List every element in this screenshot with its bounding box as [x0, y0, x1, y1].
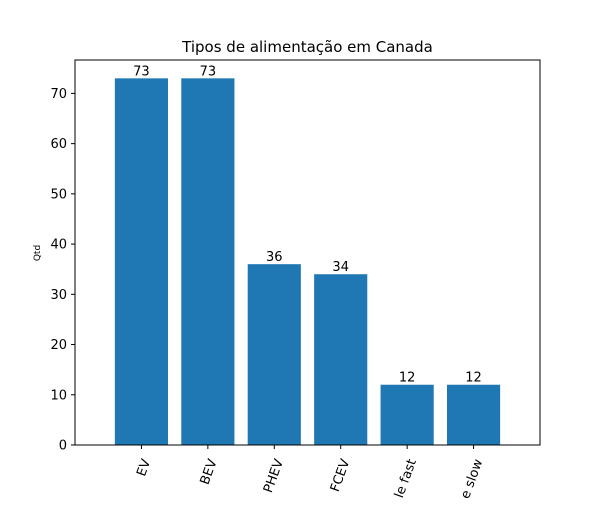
- plot-frame: [74, 59, 541, 446]
- y-tick-label: 10: [50, 388, 67, 403]
- y-tick-label: 0: [59, 439, 67, 454]
- y-tick-label: 40: [50, 238, 67, 253]
- bar-phev: [247, 264, 301, 445]
- bar-ev: [114, 78, 168, 445]
- bar-value-label: 34: [332, 260, 349, 275]
- x-tick-label: BEV: [198, 457, 221, 487]
- bar-le-fast: [380, 384, 434, 445]
- y-tick-label: 50: [50, 187, 67, 202]
- chart-title: Tipos de alimentação em Canada: [181, 38, 433, 56]
- y-axis: 0 10 20 30 40 50 60 70: [50, 87, 75, 454]
- y-tick-label: 60: [50, 137, 67, 152]
- x-tick-label: le fast: [392, 457, 420, 500]
- value-labels-layer: 73 73 36 34 12 12: [133, 64, 482, 385]
- x-tick-label: PHEV: [261, 457, 287, 495]
- bar-fcev: [314, 274, 368, 445]
- bar-e-slow: [447, 384, 501, 445]
- y-tick-label: 20: [50, 338, 67, 353]
- bar-bev: [181, 78, 235, 445]
- bars-layer: [114, 78, 501, 445]
- bar-value-label: 12: [399, 371, 416, 386]
- bar-value-label: 36: [266, 250, 283, 265]
- y-tick-label: 30: [50, 288, 67, 303]
- bar-value-label: 12: [465, 371, 482, 386]
- x-axis: EV BEV PHEV FCEV le fast e slow: [134, 445, 486, 501]
- x-tick-label: EV: [134, 457, 154, 478]
- bar-value-label: 73: [200, 64, 217, 79]
- x-tick-label: e slow: [458, 457, 486, 500]
- y-axis-label: Qtd: [33, 245, 43, 261]
- bar-value-label: 73: [133, 64, 150, 79]
- y-tick-label: 70: [50, 87, 67, 102]
- x-tick-label: FCEV: [328, 457, 354, 494]
